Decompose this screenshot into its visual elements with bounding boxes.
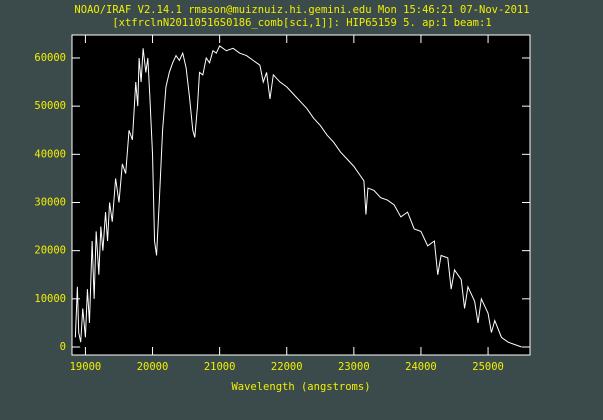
x-tick-label: 22000 [271,361,303,373]
y-tick-label: 50000 [34,100,66,112]
x-tick-label: 21000 [204,361,236,373]
x-tick-label: 19000 [70,361,102,373]
y-tick-label: 30000 [34,196,66,208]
y-tick-label: 20000 [34,245,66,257]
y-tick-label: 10000 [34,293,66,305]
y-tick-label: 60000 [34,52,66,64]
x-tick-label: 25000 [472,361,504,373]
y-tick-label: 0 [60,341,66,353]
y-tick-label: 40000 [34,148,66,160]
x-tick-label: 24000 [405,361,437,373]
plot-frame [71,34,531,356]
x-tick-label: 20000 [137,361,169,373]
x-axis-label: Wavelength (angstroms) [231,381,370,393]
x-tick-label: 23000 [338,361,370,373]
plot-area [72,35,530,355]
chart-subtitle: [xtfrclnN20110516S0186_comb[sci,1]]: HIP… [112,17,491,29]
chart-title: NOAO/IRAF V2.14.1 rmason@muiznuiz.hi.gem… [74,4,529,16]
spectrum-line [74,45,522,348]
